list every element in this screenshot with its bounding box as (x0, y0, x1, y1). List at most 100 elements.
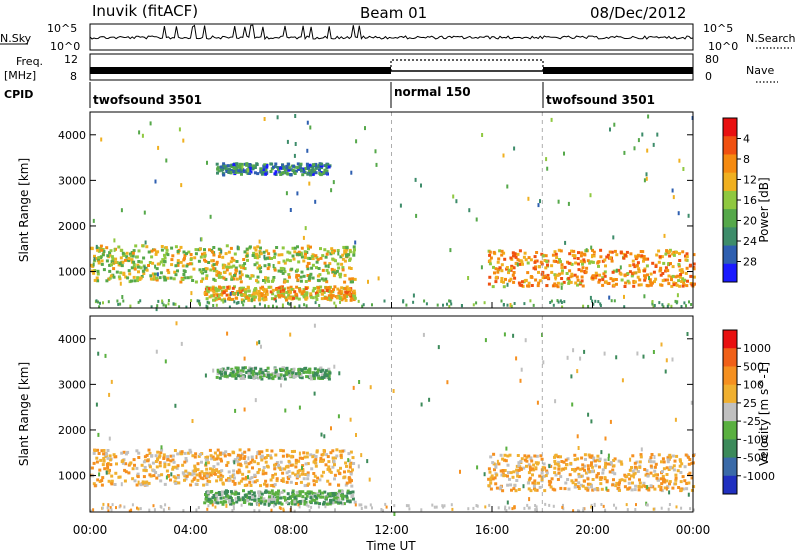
heatmap-cell (636, 351, 639, 356)
heatmap-cell (287, 459, 291, 463)
heatmap-cell (275, 299, 277, 303)
heatmap-cell (278, 290, 282, 294)
heatmap-cell (222, 290, 226, 294)
heatmap-cell (556, 281, 560, 285)
heatmap-cell (247, 298, 251, 302)
heatmap-cell (306, 148, 309, 153)
heatmap-cell (265, 373, 269, 377)
heatmap-cell (560, 460, 564, 463)
colorbar-swatch (723, 136, 737, 155)
heatmap-cell (666, 304, 669, 308)
heatmap-cell (296, 278, 300, 282)
heatmap-cell (225, 170, 229, 173)
heatmap-cell (323, 261, 327, 265)
heatmap-cell (295, 252, 299, 256)
heatmap-cell (234, 491, 238, 494)
heatmap-cell (193, 464, 197, 468)
heatmap-cell (212, 304, 215, 307)
heatmap-cell (281, 467, 285, 471)
heatmap-cell (560, 266, 564, 270)
heatmap-cell (243, 366, 247, 370)
heatmap-cell (232, 163, 236, 167)
heatmap-cell (227, 500, 231, 504)
heatmap-cell (263, 254, 266, 259)
heatmap-cell (123, 468, 127, 472)
heatmap-cell (678, 275, 682, 279)
heatmap-cell (112, 267, 116, 271)
heatmap-cell (297, 297, 301, 301)
heatmap-cell (275, 477, 279, 481)
heatmap-cell (560, 285, 563, 290)
heatmap-cell (592, 254, 596, 258)
heatmap-cell (589, 260, 593, 264)
heatmap-cell (214, 498, 217, 502)
heatmap-cell (246, 499, 250, 502)
heatmap-cell (216, 462, 220, 466)
heatmap-cell (487, 282, 491, 286)
heatmap-cell (231, 479, 235, 483)
heatmap-cell (288, 474, 292, 478)
heatmap-cell (264, 297, 268, 301)
heatmap-cell (326, 467, 330, 471)
heatmap-cell (262, 466, 266, 469)
heatmap-cell (603, 351, 606, 356)
heatmap-cell (187, 250, 191, 254)
heatmap-cell (642, 255, 646, 258)
heatmap-cell (180, 341, 183, 346)
heatmap-cell (637, 488, 641, 492)
heatmap-cell (560, 277, 564, 280)
heatmap-cell (347, 476, 351, 480)
heatmap-cell (234, 296, 238, 300)
heatmap-cell (93, 449, 97, 452)
heatmap-cell (518, 249, 522, 253)
heatmap-cell (234, 497, 237, 502)
heatmap-cell (223, 271, 227, 274)
heatmap-cell (599, 255, 603, 259)
heatmap-cell (649, 464, 653, 468)
ytick-label: 3000 (58, 174, 86, 187)
heatmap-cell (663, 486, 667, 490)
heatmap-cell (182, 250, 186, 254)
heatmap-cell (690, 303, 693, 306)
heatmap-cell (535, 508, 538, 513)
heatmap-cell (218, 271, 222, 275)
heatmap-cell (328, 262, 332, 266)
heatmap-cell (309, 170, 313, 174)
nsky-label: N.Sky (0, 32, 32, 45)
heatmap-cell (154, 179, 157, 184)
heatmap-cell (285, 290, 289, 294)
heatmap-cell (675, 454, 679, 458)
heatmap-cell (352, 251, 356, 255)
heatmap-cell (492, 452, 496, 456)
heatmap-cell (535, 488, 539, 492)
heatmap-cell (493, 476, 497, 480)
heatmap-cell (102, 268, 106, 272)
heatmap-cell (345, 481, 349, 485)
heatmap-cell (671, 274, 675, 278)
heatmap-cell (505, 446, 508, 451)
heatmap-cell (123, 479, 127, 483)
heatmap-cell (289, 332, 292, 337)
heatmap-cell (325, 252, 329, 256)
heatmap-cell (393, 512, 396, 516)
heatmap-cell (273, 467, 277, 471)
heatmap-cell (263, 374, 266, 378)
heatmap-cell (532, 266, 536, 270)
heatmap-cell (131, 503, 134, 507)
heatmap-cell (623, 479, 627, 483)
heatmap-cell (293, 172, 297, 175)
heatmap-cell (279, 269, 283, 273)
heatmap-cell (488, 470, 492, 474)
heatmap-cell (559, 249, 563, 253)
heatmap-cell (292, 367, 296, 371)
heatmap-cell (304, 252, 307, 256)
heatmap-cell (340, 502, 344, 506)
heatmap-cell (279, 448, 283, 452)
heatmap-cell (308, 181, 311, 186)
heatmap-cell (646, 273, 649, 277)
heatmap-cell (235, 277, 239, 281)
heatmap-cell (223, 371, 227, 375)
heatmap-cell (220, 298, 224, 302)
heatmap-cell (155, 465, 159, 469)
heatmap-cell (342, 502, 346, 506)
